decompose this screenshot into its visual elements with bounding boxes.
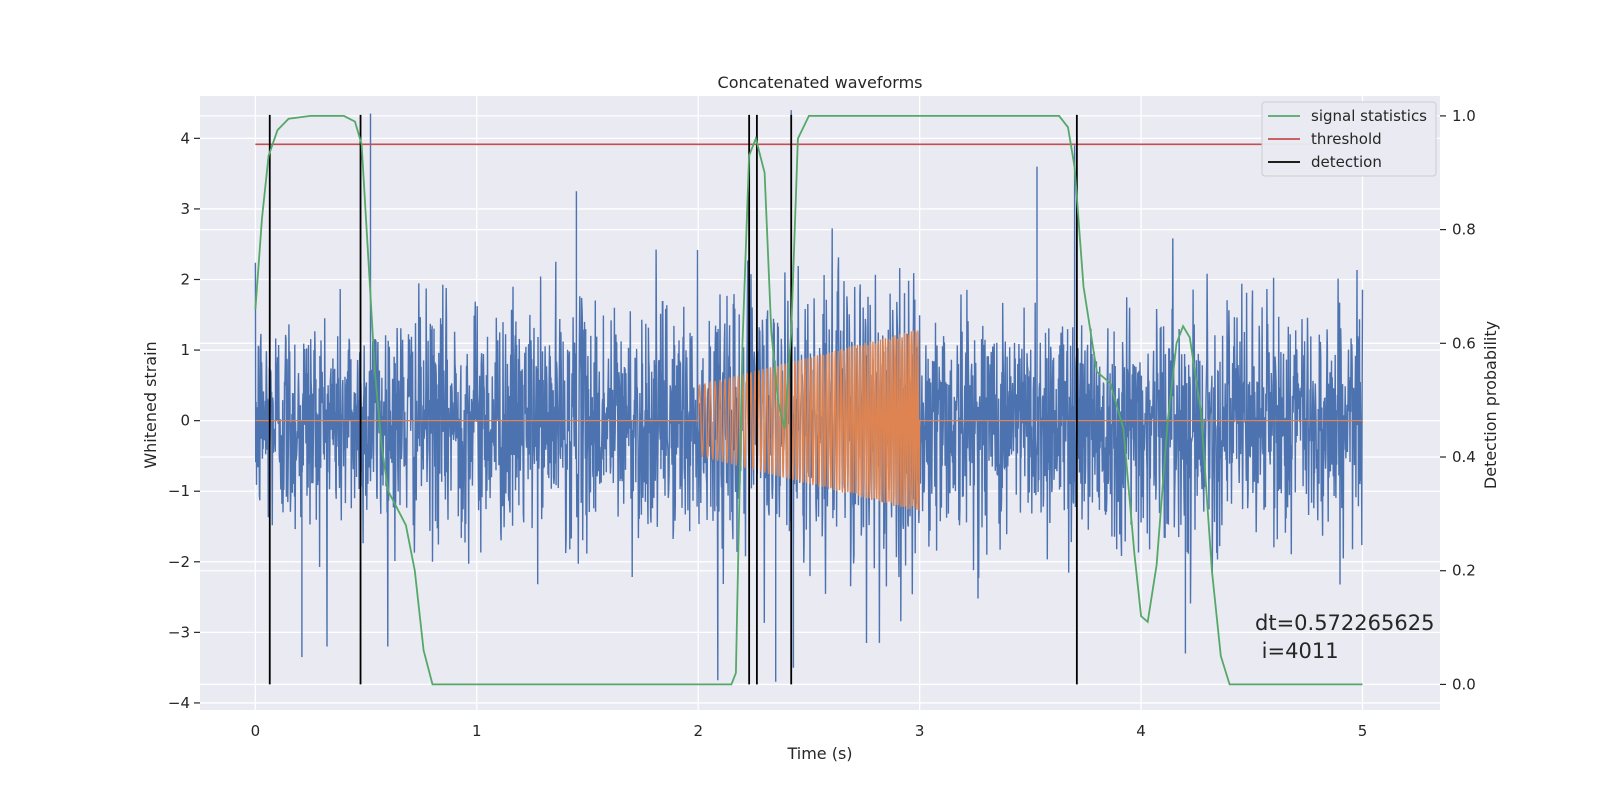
legend-label-signal-statistics: signal statistics bbox=[1311, 107, 1427, 125]
legend-box bbox=[1261, 101, 1437, 177]
y-tick-label: −4 bbox=[168, 694, 190, 712]
x-axis-label: Time (s) bbox=[786, 744, 852, 763]
x-tick-label: 5 bbox=[1358, 722, 1368, 740]
signal-statistics-line bbox=[254, 115, 1363, 686]
x-tick-label: 3 bbox=[915, 722, 925, 740]
y2-tick-label: 0.4 bbox=[1452, 448, 1476, 466]
x-tick-label: 1 bbox=[472, 722, 482, 740]
y-tick-label: 2 bbox=[180, 270, 190, 288]
x-tick-label: 0 bbox=[251, 722, 261, 740]
plot-content bbox=[254, 110, 1364, 686]
y2-tick-label: 0.0 bbox=[1452, 675, 1476, 693]
x-tick-label: 2 bbox=[693, 722, 703, 740]
y-tick-label: 4 bbox=[180, 129, 190, 147]
i-annotation: i=4011 bbox=[1255, 639, 1339, 663]
y-tick-label: 1 bbox=[180, 341, 190, 359]
y-axis-ticks: −4 −3 −2 −1 0 1 2 3 4 bbox=[168, 129, 200, 712]
injected-waveform-line bbox=[255, 330, 1363, 511]
dt-annotation: dt=0.572265625 bbox=[1255, 611, 1434, 635]
chart-title: Concatenated waveforms bbox=[718, 73, 923, 92]
y-tick-label: 3 bbox=[180, 200, 190, 218]
y2-axis-label: Detection probability bbox=[1481, 321, 1500, 489]
legend-label-detection: detection bbox=[1311, 153, 1382, 171]
x-axis-ticks: 0 1 2 3 4 5 bbox=[251, 722, 1368, 740]
y-tick-label: 0 bbox=[180, 412, 190, 430]
y-tick-label: −3 bbox=[168, 623, 190, 641]
y-axis-label: Whitened strain bbox=[141, 341, 160, 468]
y-tick-label: −1 bbox=[168, 482, 190, 500]
y2-tick-label: 1.0 bbox=[1452, 107, 1476, 125]
detection-lines bbox=[268, 114, 1078, 685]
y2-tick-label: 0.8 bbox=[1452, 221, 1476, 239]
legend-label-threshold: threshold bbox=[1311, 130, 1382, 148]
y2-tick-label: 0.6 bbox=[1452, 334, 1476, 352]
legend: signal statistics threshold detection bbox=[1261, 101, 1437, 177]
x-tick-label: 4 bbox=[1136, 722, 1146, 740]
y2-tick-label: 0.2 bbox=[1452, 562, 1476, 580]
y-tick-label: −2 bbox=[168, 553, 190, 571]
y2-axis-ticks: 0.0 0.2 0.4 0.6 0.8 1.0 bbox=[1440, 107, 1476, 693]
